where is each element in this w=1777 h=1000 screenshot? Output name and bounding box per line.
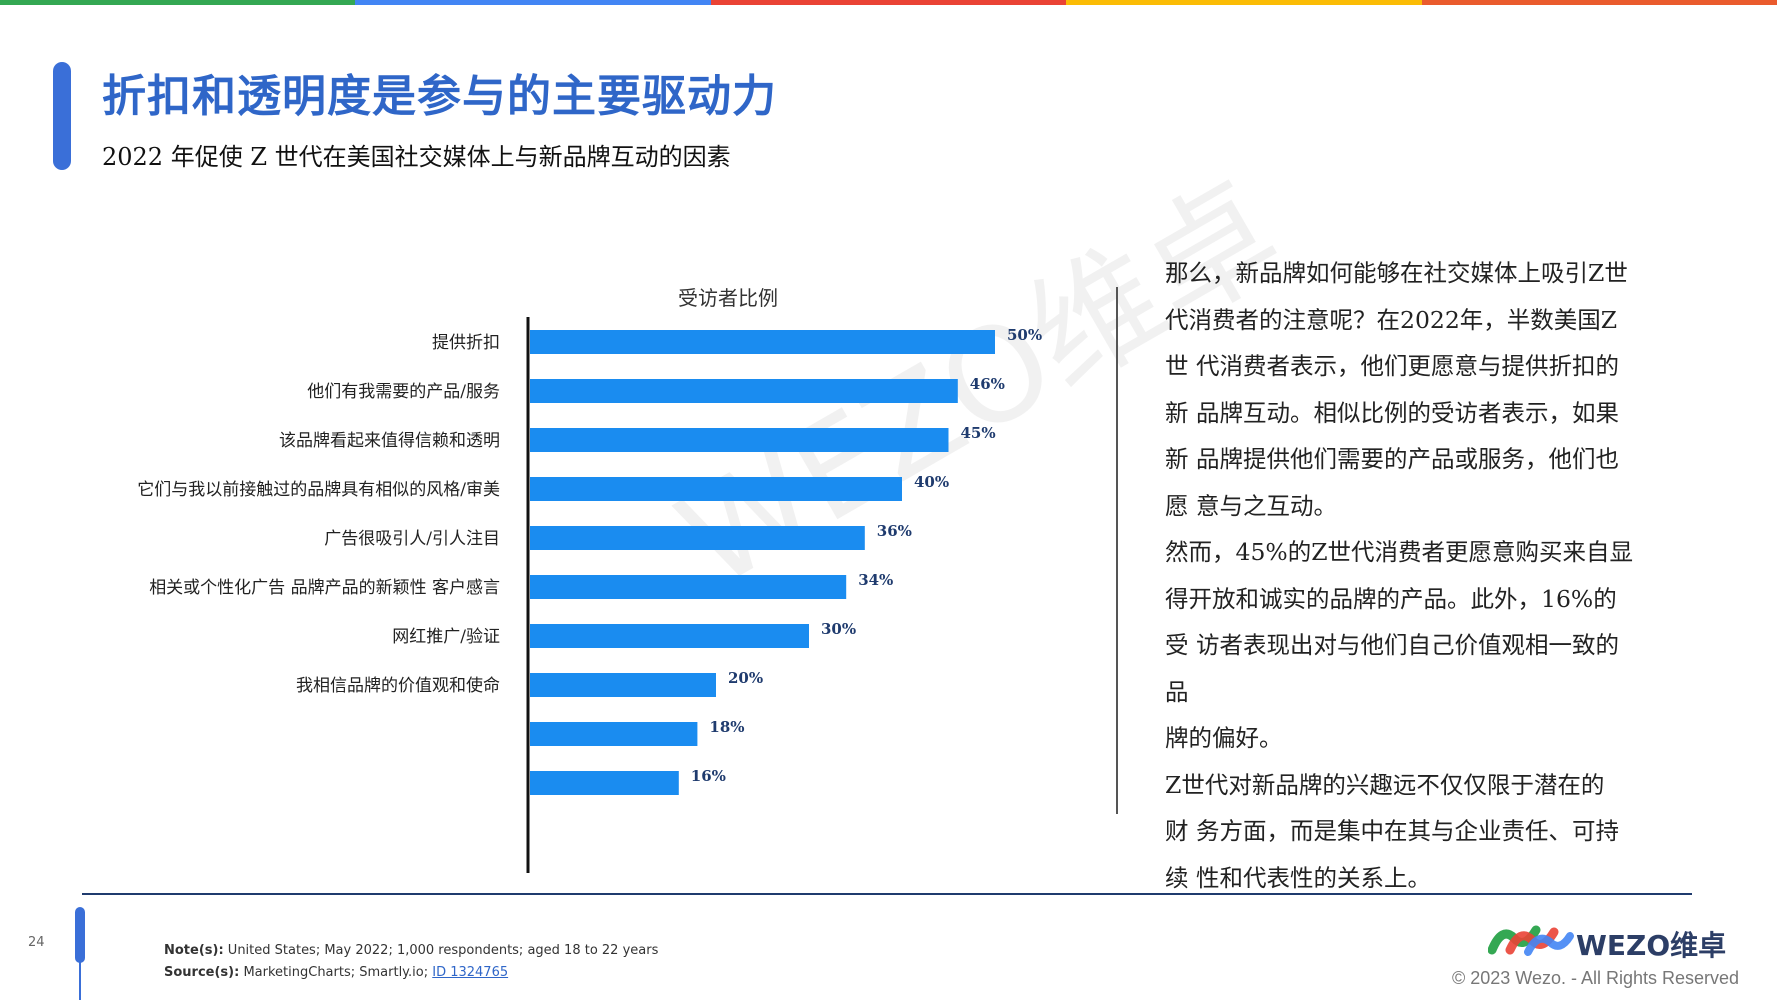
- copyright: © 2023 Wezo. - All Rights Reserved: [1452, 968, 1740, 988]
- bar-9: [530, 722, 698, 746]
- bar-7: [530, 624, 809, 648]
- source-label: Source(s):: [164, 965, 240, 980]
- commentary-line: 续 性和代表性的关系上。: [1165, 863, 1431, 892]
- category-label-7: 网红推广/验证: [392, 627, 500, 647]
- bar-10: [530, 771, 679, 795]
- footer-rule: [82, 893, 1692, 895]
- commentary-line: 得开放和诚实的品牌的产品。此外，16%的: [1165, 584, 1617, 613]
- top-color-stripe: [0, 0, 1777, 5]
- stripe-segment-3: [710, 0, 1067, 5]
- bar-6: [530, 575, 847, 599]
- bar-4: [530, 477, 902, 501]
- stripe-segment-5: [1421, 0, 1777, 5]
- commentary-line: 新 品牌互动。相似比例的受访者表示，如果: [1165, 398, 1619, 427]
- commentary-line: 那么，新品牌如何能够在社交媒体上吸引Z世: [1165, 259, 1628, 287]
- title-accent-bar: [53, 62, 71, 170]
- stripe-segment-2: [355, 0, 711, 5]
- category-label-8: 我相信品牌的价值观和使命: [296, 675, 500, 696]
- bar-1: [530, 330, 995, 354]
- footer-accent-line: [79, 960, 81, 1000]
- note-line: Note(s): United States; May 2022; 1,000 …: [164, 943, 658, 958]
- commentary-line: 财 务方面，而是集中在其与企业责任、可持: [1165, 817, 1619, 845]
- footer-accent-bar: [75, 907, 85, 963]
- chart-title: 受访者比例: [678, 286, 778, 310]
- stripe-segment-4: [1066, 0, 1422, 5]
- bar-value-label-5: 36%: [877, 522, 912, 540]
- bar-5: [530, 526, 865, 550]
- category-label-4: 它们与我以前接触过的品牌具有相似的风格/审美: [137, 480, 500, 500]
- source-text: MarketingCharts; Smartly.io;: [239, 965, 433, 980]
- bar-value-label-2: 46%: [970, 375, 1005, 393]
- bar-value-label-8: 20%: [728, 669, 763, 687]
- bar-8: [530, 673, 716, 697]
- source-line: Source(s): MarketingCharts; Smartly.io; …: [164, 965, 508, 980]
- page-subtitle: 2022 年促使 Z 世代在美国社交媒体上与新品牌互动的因素: [102, 143, 731, 171]
- bar-value-label-9: 18%: [709, 718, 744, 736]
- commentary-line: 代消费者的注意呢？在2022年，半数美国Z: [1165, 305, 1618, 334]
- commentary-line: 新 品牌提供他们需要的产品或服务，他们也: [1165, 445, 1619, 473]
- bar-value-label-6: 34%: [858, 571, 893, 589]
- note-label: Note(s):: [164, 943, 224, 958]
- commentary-line: 品: [1165, 677, 1189, 706]
- commentary-line: 受 访者表现出对与他们自己价值观相一致的: [1165, 631, 1619, 659]
- bar-value-label-3: 45%: [961, 424, 996, 442]
- stripe-segment-1: [0, 0, 356, 5]
- bar-2: [530, 379, 958, 403]
- page-number: 24: [28, 935, 45, 950]
- category-label-1: 提供折扣: [432, 333, 500, 353]
- commentary-text: 那么，新品牌如何能够在社交媒体上吸引Z世 代消费者的注意呢？在2022年，半数美国…: [1165, 250, 1685, 901]
- commentary-line: 愿 意与之互动。: [1165, 491, 1337, 520]
- category-label-3: 该品牌看起来值得信赖和透明: [279, 431, 500, 451]
- bar-3: [530, 428, 949, 452]
- category-label-6: 相关或个性化广告 品牌产品的新颖性 客户感言: [149, 578, 500, 598]
- category-label-2: 他们有我需要的产品/服务: [307, 382, 500, 402]
- brand-name: WEZO维卓: [1576, 929, 1727, 962]
- note-text: United States; May 2022; 1,000 responden…: [223, 943, 659, 958]
- bar-value-label-4: 40%: [914, 473, 949, 491]
- category-label-5: 广告很吸引人/引人注目: [324, 529, 500, 549]
- page-title: 折扣和透明度是参与的主要驱动力: [102, 71, 777, 122]
- commentary-line: 然而，45%的Z世代消费者更愿意购买来自显: [1165, 538, 1634, 566]
- bar-value-label-10: 16%: [691, 767, 726, 785]
- commentary-line: 牌的偏好。: [1165, 724, 1283, 752]
- bar-value-label-7: 30%: [821, 620, 856, 638]
- commentary-line: Z世代对新品牌的兴趣远不仅仅限于潜在的: [1165, 770, 1605, 799]
- commentary-line: 世 代消费者表示，他们更愿意与提供折扣的: [1165, 352, 1619, 380]
- bar-value-label-1: 50%: [1007, 326, 1042, 344]
- source-link[interactable]: ID 1324765: [432, 965, 509, 980]
- brand-logo-icon: [1488, 925, 1574, 956]
- bar-chart: 受访者比例 50% 提供折扣 46% 他们有我需要的产品/服务 45% 该品牌看起来值得信…: [137, 286, 1042, 873]
- content-divider: [1116, 287, 1118, 814]
